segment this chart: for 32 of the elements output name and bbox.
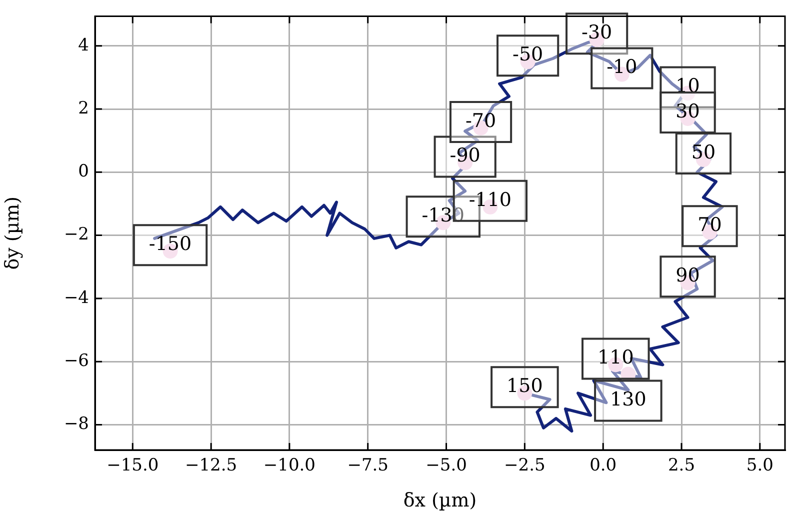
x-tick-label: −7.5 bbox=[347, 456, 389, 476]
annotation: -110 bbox=[468, 188, 512, 211]
annotation: -10 bbox=[606, 56, 638, 78]
x-axis-title: δx (µm) bbox=[403, 490, 477, 512]
annotation: -90 bbox=[450, 144, 480, 167]
y-tick-label: 4 bbox=[78, 35, 89, 56]
y-tick-label: 2 bbox=[78, 98, 89, 118]
annotation: 30 bbox=[676, 100, 700, 122]
annotation: 110 bbox=[598, 346, 634, 369]
annotation: 150 bbox=[506, 375, 543, 398]
x-tick-label: −10.0 bbox=[263, 456, 316, 476]
x-tick-label: −12.5 bbox=[184, 456, 238, 476]
y-tick-label: −8 bbox=[64, 414, 89, 434]
annotation: 50 bbox=[691, 141, 716, 164]
y-tick-label: −2 bbox=[64, 224, 89, 245]
y-tick-label: 0 bbox=[78, 162, 89, 182]
annotation: 130 bbox=[610, 388, 646, 411]
x-tick-label: −2.5 bbox=[504, 456, 546, 476]
annotation: -70 bbox=[465, 110, 496, 132]
y-axis-title: δy (µm) bbox=[1, 196, 24, 270]
x-tick-label: −5.0 bbox=[426, 456, 467, 476]
x-tick-label: 5.0 bbox=[746, 456, 774, 476]
annotation: 70 bbox=[698, 214, 722, 236]
y-tick-label: −6 bbox=[64, 351, 89, 372]
annotation: -30 bbox=[582, 22, 612, 44]
annotation: -50 bbox=[512, 44, 544, 66]
y-tick-label: −4 bbox=[64, 288, 89, 308]
annotation: -150 bbox=[148, 233, 192, 256]
x-tick-label: 0.0 bbox=[590, 456, 617, 476]
x-tick-label: −15.0 bbox=[106, 456, 159, 476]
x-tick-label: 2.5 bbox=[668, 456, 696, 476]
annotation: 90 bbox=[676, 264, 700, 287]
